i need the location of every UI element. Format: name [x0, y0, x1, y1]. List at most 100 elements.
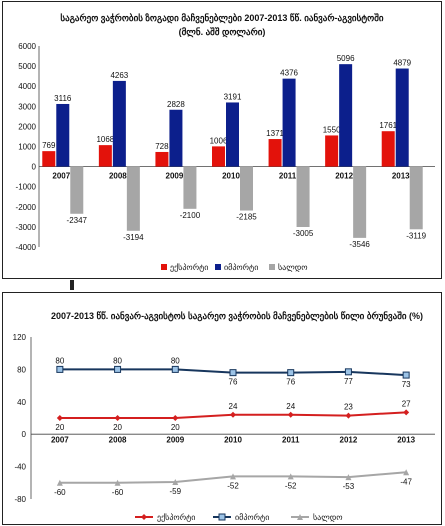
legend-swatch	[215, 264, 221, 270]
y-tick-label: -80	[14, 495, 26, 504]
bar-ექსპორტი	[155, 151, 169, 167]
bar-ექსპორტი	[268, 139, 282, 167]
data-label: 76	[229, 378, 238, 387]
legend-label: იმპორტი	[224, 263, 258, 272]
data-label: 2828	[167, 100, 185, 109]
data-label: 24	[229, 402, 238, 411]
legend-swatch	[161, 264, 167, 270]
data-label: -3546	[349, 240, 370, 249]
data-label: 20	[171, 423, 180, 432]
bar-ექსპორტი	[42, 151, 56, 167]
x-tick-label: 2011	[282, 436, 300, 445]
legend-label: სალდო	[313, 513, 343, 522]
line-chart-title: 2007-2013 წწ. იანვარ-აგვისტოს საგარეო ვა…	[50, 311, 424, 321]
data-label: -2185	[236, 213, 257, 222]
data-label: -60	[54, 488, 66, 497]
bar-იმპორტი	[282, 78, 296, 167]
point-სალდო	[403, 469, 410, 476]
bar-იმპორტი	[226, 102, 239, 167]
legend-marker	[297, 514, 303, 520]
y-tick-label: -40	[14, 463, 26, 472]
data-label: -53	[343, 482, 355, 491]
bar-chart-title: საგარეო ვაჭრობის ზოგადი მაჩვენებლები 200…	[60, 13, 384, 23]
y-tick-label: 1000	[18, 143, 36, 152]
x-tick-label: 2008	[109, 172, 127, 181]
data-label: -3194	[123, 233, 144, 242]
x-tick-label: 2009	[166, 436, 184, 445]
legend-label: სალდო	[278, 263, 308, 272]
point-ექსპორტი	[172, 415, 179, 421]
bar-chart-svg: -4000 -3000 -2000 -1000 0 1000 2000 3000 4000 500…	[16, 42, 435, 272]
point-ექსპორტი	[56, 415, 63, 421]
y-tick-label: 4000	[18, 82, 36, 91]
data-label: 4879	[393, 59, 411, 68]
point-იმპორტი	[229, 369, 237, 377]
point-იმპორტი	[402, 371, 410, 379]
data-label: 4263	[110, 71, 128, 80]
bar-იმპორტი	[339, 64, 353, 167]
data-label: -59	[170, 487, 182, 496]
data-label: 20	[55, 423, 64, 432]
y-tick-label: 0	[32, 163, 37, 172]
data-label: 3116	[54, 94, 72, 103]
bar-სალდო	[126, 166, 140, 231]
data-label: 1761	[379, 121, 397, 130]
x-tick-label: 2012	[340, 436, 358, 445]
point-იმპორტი	[114, 365, 122, 373]
data-label: -52	[285, 481, 297, 490]
data-label: 728	[155, 142, 169, 151]
bar-სალდო	[183, 166, 197, 209]
y-tick-label: 0	[22, 430, 27, 439]
data-label: 3191	[224, 92, 242, 101]
legend-swatch	[269, 264, 275, 270]
point-სალდო	[230, 473, 236, 480]
line-chart-svg: -80 -40 0 40 80 120 2007 2008 2009 2010 2011 2012 20…	[13, 333, 435, 522]
data-label: 1550	[323, 125, 341, 134]
data-label: 24	[286, 402, 295, 411]
bar-იმპორტი	[169, 109, 183, 167]
bar-ექსპორტი	[381, 131, 395, 167]
legend-label: ექსპორტი	[170, 263, 208, 272]
line-chart-panel: 2007-2013 წწ. იანვარ-აგვისტოს საგარეო ვა…	[2, 292, 442, 525]
data-label: -2347	[67, 216, 88, 225]
data-label: -52	[227, 481, 239, 490]
point-სალდო	[345, 474, 352, 481]
y-tick-label: 120	[13, 333, 27, 342]
point-სალდო	[287, 473, 294, 480]
x-tick-label: 2010	[222, 172, 240, 181]
panel-connector	[70, 280, 74, 290]
bar-სალდო	[296, 166, 310, 228]
point-ექსპორტი	[345, 412, 352, 419]
legend-label: ექსპორტი	[157, 513, 195, 522]
data-label: 80	[171, 356, 180, 365]
y-tick-label: 40	[17, 398, 26, 407]
y-tick-label: 5000	[18, 62, 36, 71]
point-სალდო	[56, 479, 63, 486]
y-tick-label: 80	[17, 365, 26, 374]
bar-ექსპორტი	[325, 135, 339, 167]
bar-სალდო	[353, 166, 367, 238]
point-იმპორტი	[344, 368, 352, 376]
data-label: -3119	[406, 231, 426, 240]
x-tick-label: 2012	[335, 172, 353, 181]
x-tick-label: 2010	[224, 436, 242, 445]
bar-chart-subtitle: (მლნ. აშშ დოლარი)	[178, 27, 266, 37]
point-ექსპორტი	[403, 409, 410, 416]
y-tick-label: -2000	[16, 203, 37, 212]
bar-სალდო	[409, 166, 423, 230]
point-იმპორტი	[287, 369, 295, 377]
y-tick-label: -1000	[16, 183, 37, 192]
x-tick-label: 2007	[51, 436, 69, 445]
point-სალდო	[114, 479, 121, 486]
data-label: 80	[55, 356, 64, 365]
point-ექსპორტი	[230, 411, 236, 418]
x-tick-label: 2007	[52, 172, 70, 181]
bar-chart-panel: საგარეო ვაჭრობის ზოგადი მაჩვენებლები 200…	[2, 1, 442, 279]
bar-სალდო	[240, 166, 253, 211]
bar-იმპორტი	[112, 80, 126, 167]
data-label: 4376	[280, 69, 298, 78]
data-label: 1068	[96, 135, 114, 144]
bar-იმპორტი	[395, 68, 409, 167]
data-label: -2100	[180, 211, 201, 220]
y-tick-label: -4000	[16, 243, 37, 252]
